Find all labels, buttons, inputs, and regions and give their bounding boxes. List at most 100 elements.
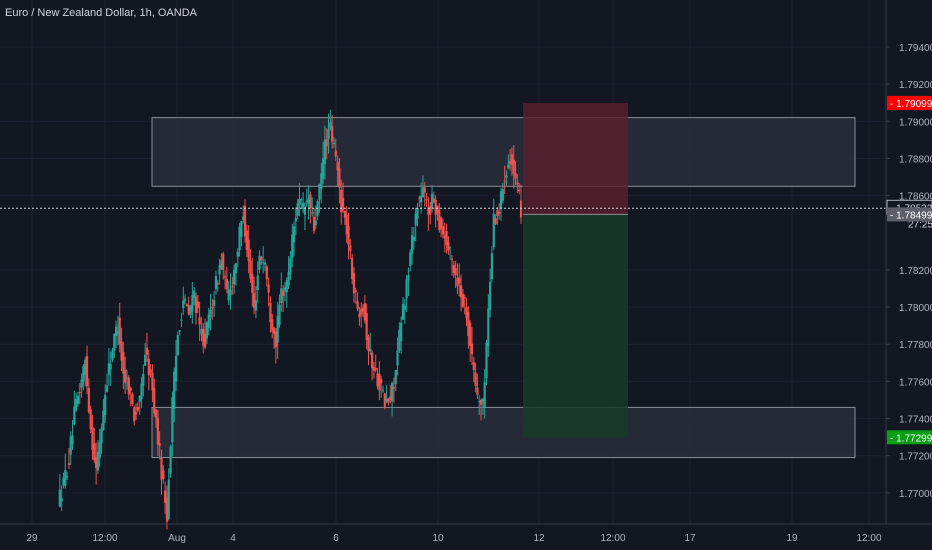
candle-body [262, 262, 265, 264]
candle-body [327, 129, 330, 139]
candle-body [222, 253, 225, 270]
candle-body [213, 300, 216, 306]
short-position-tool[interactable] [523, 102, 628, 438]
x-tick-label: Aug [168, 533, 186, 544]
candles [58, 109, 523, 530]
candle-body [376, 373, 379, 387]
x-tick-label: 17 [684, 533, 696, 544]
candle-body [158, 443, 161, 446]
candle-body [307, 198, 310, 205]
candle-body [381, 390, 385, 392]
candle-body [258, 256, 261, 270]
support-zone[interactable] [151, 406, 856, 459]
candle-body [510, 154, 514, 165]
stop-price-label-bg [887, 95, 932, 110]
candle-body [396, 350, 399, 366]
candle-body [336, 161, 339, 171]
candle-body [71, 435, 74, 445]
candle-body [516, 182, 519, 185]
candle-body [470, 343, 474, 355]
y-tick-label: 1.77200 [899, 452, 932, 463]
candle-body [474, 372, 477, 386]
candle-body [412, 236, 415, 242]
y-tick-label: 1.77000 [899, 489, 932, 500]
candle-body [140, 383, 143, 400]
candle-body [309, 194, 312, 209]
candle-body [127, 377, 130, 395]
candle-body [378, 374, 381, 391]
candle-body [178, 330, 181, 332]
candle-body [96, 451, 100, 471]
candle-body [292, 226, 296, 243]
candle-body [360, 308, 363, 315]
candle-body [463, 297, 466, 299]
candle-body [211, 306, 214, 309]
candle-body [518, 189, 521, 192]
candle-body [285, 280, 288, 293]
candle-body [401, 303, 405, 320]
candle-body [450, 258, 454, 260]
candle-body [267, 284, 270, 293]
candle-body [425, 199, 428, 201]
candle-body [390, 382, 394, 402]
candle-body [476, 387, 479, 395]
candle-body [142, 373, 145, 386]
candle-body [247, 239, 250, 261]
candle-body [89, 409, 92, 430]
candle-body [100, 428, 103, 444]
candle-body [182, 300, 185, 309]
y-tick-label: 1.78800 [899, 154, 932, 165]
price-labels: - 1.79099- 1.7853227:25- 1.78499- 1.7729… [886, 95, 932, 445]
candle-body [105, 385, 109, 392]
candle-body [198, 317, 201, 325]
candle-body [394, 369, 397, 384]
candle-body [138, 395, 141, 402]
candle-body [398, 329, 401, 351]
candle-body [465, 307, 468, 319]
y-tick-label: 1.77400 [899, 415, 932, 426]
candle-body [443, 235, 446, 239]
candle-body [234, 263, 238, 273]
candle-body [365, 313, 368, 340]
candle-body [340, 189, 343, 213]
candle-body [387, 398, 390, 403]
y-tick-label: 1.78200 [899, 266, 932, 277]
candle-body [80, 379, 83, 388]
candle-body [490, 253, 494, 280]
candle-body [93, 443, 96, 461]
candle-body [298, 199, 301, 205]
candle-body [287, 272, 290, 286]
candle-body [343, 210, 346, 218]
candle-body [169, 446, 172, 474]
candle-body [274, 331, 277, 348]
candle-body [367, 336, 370, 352]
candle-body [409, 252, 412, 266]
candle-body [296, 203, 299, 216]
candle-body [505, 175, 508, 178]
candle-body [269, 302, 272, 322]
price-axis[interactable]: 1.79400 1.79200 1.79000 1.78800 1.78600 1.782… [886, 43, 932, 500]
take-profit-area[interactable] [523, 214, 628, 438]
candle-body [242, 216, 245, 220]
resistance-zone[interactable] [151, 117, 856, 187]
candle-body [180, 319, 183, 321]
candle-body [305, 200, 308, 203]
candle-body [124, 369, 127, 383]
candle-body [129, 387, 132, 391]
candle-body [478, 401, 481, 403]
stop-loss-area[interactable] [523, 102, 628, 215]
candle-body [251, 273, 254, 293]
candle-body [145, 347, 149, 355]
candle-body [514, 173, 517, 179]
candle-body [62, 478, 65, 486]
time-axis[interactable]: 29 12:00 Aug 4 6 10 12 12:00 17 19 12:00 [26, 533, 882, 544]
candle-body [107, 363, 110, 375]
candle-body [498, 212, 501, 215]
candle-body [519, 200, 523, 218]
candle-body [410, 235, 414, 254]
x-tick-label: 12:00 [856, 533, 881, 544]
candle-body [354, 290, 357, 292]
candle-body [249, 260, 252, 279]
